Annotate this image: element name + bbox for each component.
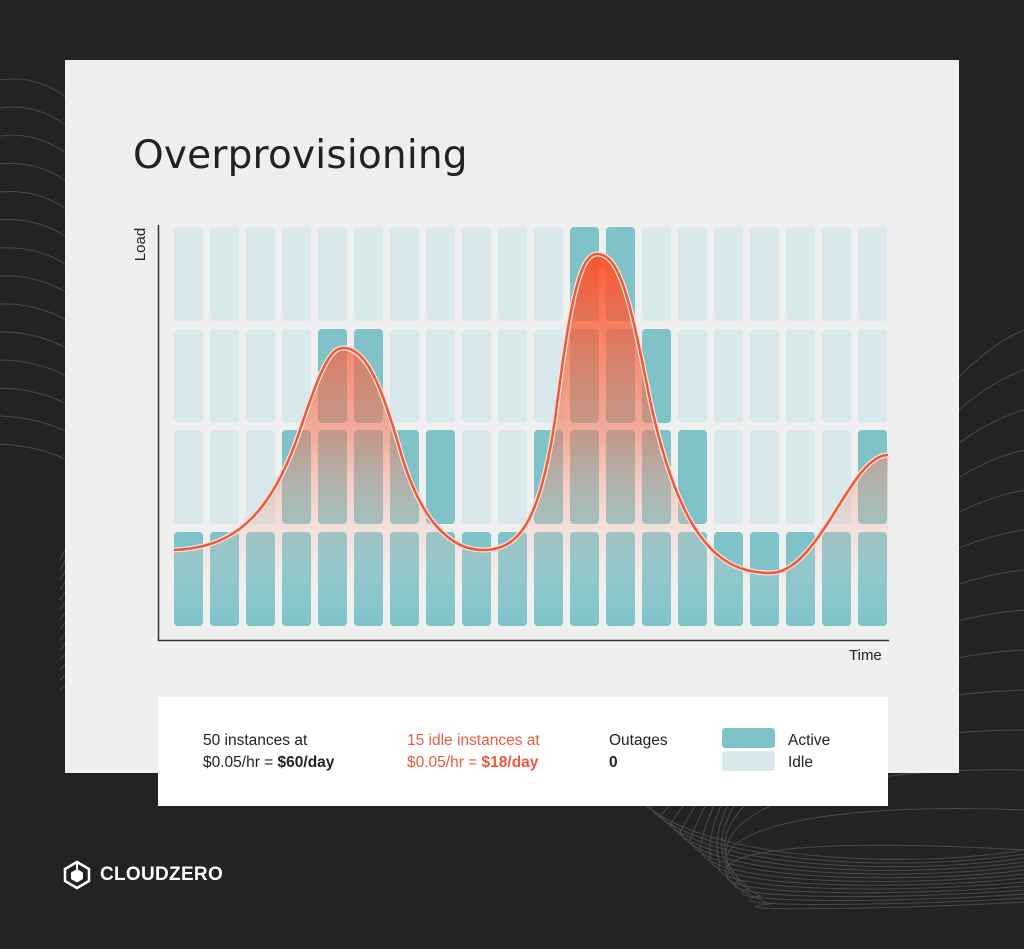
idle-instance-cell [786, 227, 815, 321]
x-axis-label: Time [849, 647, 882, 664]
idle-instance-cell [390, 329, 419, 423]
idle-instance-cell [462, 430, 491, 524]
idle-instance-cell [462, 227, 491, 321]
idle-instance-cell [858, 329, 887, 423]
y-axis-label: Load [132, 227, 150, 262]
legend: Active Idle [788, 730, 830, 774]
idle-instance-cell [282, 329, 311, 423]
idle-instance-cell [210, 329, 239, 423]
idle-instance-cell [750, 430, 779, 524]
idle-instance-cell [390, 227, 419, 321]
total-rate: $0.05/hr = [203, 754, 278, 771]
brand-name: CLOUDZERO [100, 864, 224, 885]
idle-instance-cell [426, 329, 455, 423]
load-curve [173, 252, 889, 575]
idle-instance-cell [282, 227, 311, 321]
idle-instance-cell [786, 329, 815, 423]
idle-instance-cell [534, 227, 563, 321]
idle-instance-cell [858, 227, 887, 321]
idle-instance-cell [354, 227, 383, 321]
cloudzero-logo-icon [63, 860, 91, 890]
idle-instance-cell [678, 329, 707, 423]
idle-per-day: $18/day [481, 754, 539, 771]
idle-instance-cell [786, 430, 815, 524]
idle-instance-cell [246, 227, 275, 321]
legend-active-swatch [722, 728, 775, 748]
idle-instance-cell [318, 227, 347, 321]
idle-instance-cell [210, 430, 239, 524]
outages-label: Outages [609, 732, 668, 749]
idle-instance-cell [246, 329, 275, 423]
idle-instance-cell [678, 227, 707, 321]
idle-instance-cell [498, 430, 527, 524]
outages-value: 0 [609, 754, 618, 771]
active-instance-cell [426, 430, 455, 524]
idle-instance-cell [498, 227, 527, 321]
decorative-arc [725, 808, 1024, 905]
idle-instance-cell [210, 227, 239, 321]
idle-instance-cell [174, 329, 203, 423]
legend-active-label: Active [788, 732, 831, 749]
idle-instance-cell [822, 329, 851, 423]
legend-idle-label: Idle [788, 754, 813, 771]
outages: Outages 0 [609, 730, 668, 774]
idle-instance-cell [642, 227, 671, 321]
idle-instance-cell [750, 227, 779, 321]
brand-logo: CLOUDZERO [62, 860, 223, 890]
idle-instance-cell [174, 430, 203, 524]
idle-instance-cell [174, 227, 203, 321]
idle-cost-line2: $0.05/hr = $18/day [407, 752, 540, 774]
idle-instance-cell [714, 227, 743, 321]
idle-instance-cell [822, 227, 851, 321]
summary-panel: 50 instances at $0.05/hr = $60/day 15 id… [158, 697, 888, 806]
page-title: Overprovisioning [133, 133, 468, 178]
idle-rate: $0.05/hr = [407, 754, 482, 771]
idle-instance-cell [462, 329, 491, 423]
idle-instance-cell [714, 329, 743, 423]
total-cost-line1: 50 instances at [203, 732, 308, 749]
idle-cost: 15 idle instances at $0.05/hr = $18/day [407, 730, 540, 774]
decorative-arc [725, 844, 1024, 910]
idle-instance-cell [498, 329, 527, 423]
legend-idle-swatch [722, 751, 775, 771]
idle-cost-line1: 15 idle instances at [407, 732, 540, 749]
total-cost-line2: $0.05/hr = $60/day [203, 752, 334, 774]
load-area [174, 254, 888, 625]
idle-instance-cell [426, 227, 455, 321]
total-per-day: $60/day [277, 754, 335, 771]
idle-instance-cell [714, 430, 743, 524]
idle-instance-cell [750, 329, 779, 423]
active-instance-cell [678, 430, 707, 524]
total-cost: 50 instances at $0.05/hr = $60/day [203, 730, 334, 774]
